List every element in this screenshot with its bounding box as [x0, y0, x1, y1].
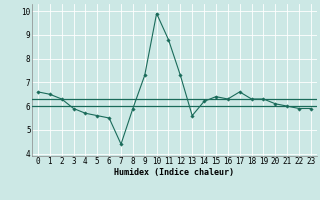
X-axis label: Humidex (Indice chaleur): Humidex (Indice chaleur): [115, 168, 234, 177]
